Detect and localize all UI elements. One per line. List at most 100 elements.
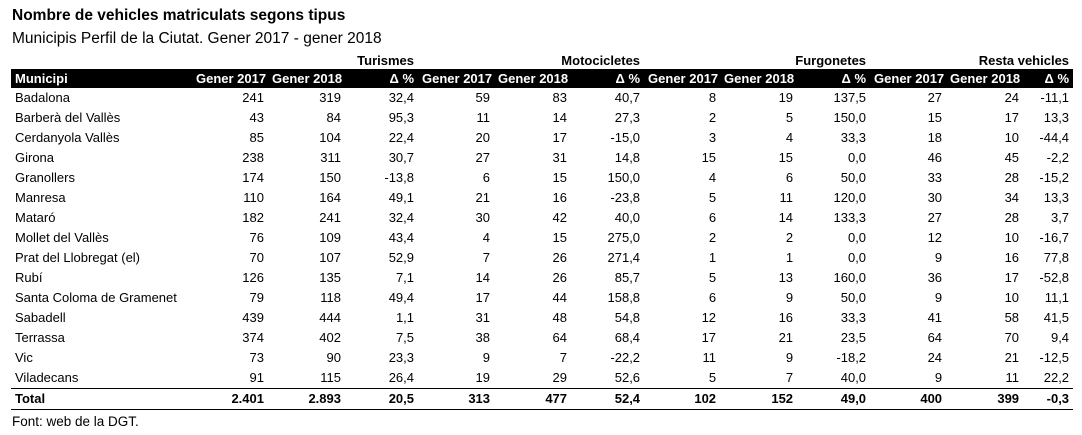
table-row: Sabadell 439 444 1,1 31 48 54,8 12 16 33,3 41 58 41,… — [11, 308, 1073, 328]
value-cell: 11 — [1005, 370, 1020, 385]
value-cell: 22,4 — [388, 130, 415, 145]
value-cell: 9 — [482, 350, 491, 365]
municipi-cell: Viladecans — [15, 370, 79, 385]
value-cell: 2.893 — [268, 388, 345, 410]
value-cell: 7,1 — [395, 270, 415, 285]
group-header-furgonetes: Furgonetes — [644, 52, 871, 70]
value-cell: 76 — [249, 230, 264, 245]
value-cell: -23,8 — [610, 190, 641, 205]
value-cell: 43 — [249, 110, 264, 125]
table-row: Santa Coloma de Gramenet 79 118 49,4 17 44 158… — [11, 288, 1073, 308]
group-header-blank — [11, 52, 192, 70]
value-cell: 23,5 — [840, 330, 867, 345]
value-cell: 44 — [552, 290, 568, 305]
value-cell: 174 — [242, 170, 264, 185]
municipi-cell: Badalona — [15, 90, 70, 105]
value-cell: 28 — [1004, 170, 1020, 185]
value-cell: 70 — [249, 250, 264, 265]
municipi-cell: Santa Coloma de Gramenet — [15, 290, 177, 305]
value-cell: -12,5 — [1039, 350, 1070, 365]
value-cell: 27 — [475, 150, 491, 165]
value-cell: 158,8 — [607, 290, 641, 305]
value-cell: 14,8 — [614, 150, 641, 165]
value-cell: 36 — [927, 270, 943, 285]
value-cell: 27 — [927, 210, 943, 225]
column-header-gener-2017: Gener 2017 — [644, 69, 721, 88]
vehicles-table: Turismes Motocicletes Furgonetes Resta v… — [11, 52, 1074, 410]
value-cell: 0,0 — [847, 250, 867, 265]
value-cell: 26,4 — [388, 370, 415, 385]
value-cell: 85,7 — [614, 270, 641, 285]
value-cell: 26 — [552, 270, 568, 285]
value-cell: 2 — [785, 230, 794, 245]
column-header-delta-pct: Δ % — [345, 69, 419, 88]
value-cell: 275,0 — [607, 230, 641, 245]
table-row: Granollers 174 150 -13,8 6 15 150,0 4 6 50,0 33 28 -… — [11, 168, 1073, 188]
value-cell: 45 — [1004, 150, 1020, 165]
value-cell: -11,1 — [1040, 90, 1070, 105]
value-cell: 84 — [326, 110, 341, 125]
value-cell: 9 — [785, 290, 794, 305]
municipi-cell: Prat del Llobregat (el) — [15, 250, 141, 265]
value-cell: 20,5 — [345, 388, 419, 410]
value-cell: 11,1 — [1044, 290, 1070, 305]
value-cell: 24 — [1004, 90, 1020, 105]
value-cell: 118 — [320, 290, 341, 305]
table-row: Cerdanyola Vallès 85 104 22,4 20 17 -15,0 3 4 33,… — [11, 128, 1073, 148]
value-cell: 1 — [708, 250, 717, 265]
value-cell: 16 — [778, 310, 794, 325]
value-cell: 4 — [708, 170, 717, 185]
value-cell: 399 — [946, 388, 1024, 410]
source-note: Font: web de la DGT. — [12, 414, 139, 429]
value-cell: 3 — [708, 130, 717, 145]
value-cell: 150,0 — [607, 170, 641, 185]
value-cell: 109 — [319, 230, 341, 245]
value-cell: 14 — [475, 270, 491, 285]
value-cell: 20 — [475, 130, 491, 145]
value-cell: 41,5 — [1043, 310, 1070, 325]
value-cell: 17 — [552, 130, 568, 145]
municipi-cell: Sabadell — [15, 310, 66, 325]
value-cell: 311 — [320, 150, 341, 165]
value-cell: -15,0 — [610, 130, 641, 145]
value-cell: 137,5 — [833, 90, 867, 105]
column-header-gener-2018: Gener 2018 — [720, 69, 798, 88]
value-cell: 2 — [708, 110, 717, 125]
value-cell: 133,3 — [833, 210, 867, 225]
value-cell: 14 — [778, 210, 794, 225]
column-header-municipi: Municipi — [11, 69, 192, 88]
value-cell: 102 — [644, 388, 721, 410]
value-cell: 22,2 — [1043, 370, 1070, 385]
value-cell: 9,4 — [1050, 330, 1070, 345]
value-cell: 40,7 — [614, 90, 641, 105]
value-cell: 241 — [319, 210, 341, 225]
value-cell: 42 — [552, 210, 568, 225]
value-cell: -15,2 — [1039, 170, 1070, 185]
value-cell: 54,8 — [614, 310, 641, 325]
value-cell: 17 — [475, 290, 491, 305]
value-cell: 374 — [242, 330, 264, 345]
value-cell: 6 — [482, 170, 491, 185]
municipi-cell: Terrassa — [15, 330, 65, 345]
table-row: Vic 73 90 23,3 9 7 -22,2 11 9 -18,2 24 21 -12,5 — [11, 348, 1073, 368]
value-cell: -13,8 — [384, 170, 415, 185]
value-cell: 0,0 — [847, 150, 867, 165]
value-cell: 444 — [319, 310, 341, 325]
value-cell: -0,3 — [1023, 388, 1074, 410]
column-header-delta-pct: Δ % — [797, 69, 871, 88]
value-cell: 31 — [552, 150, 568, 165]
value-cell: 9 — [934, 290, 943, 305]
value-cell: -18,2 — [836, 350, 867, 365]
value-cell: 38 — [475, 330, 491, 345]
value-cell: 95,3 — [388, 110, 415, 125]
municipi-cell: Rubí — [15, 270, 43, 285]
value-cell: -22,2 — [610, 350, 641, 365]
municipi-cell: Girona — [15, 150, 55, 165]
value-cell: 4 — [785, 130, 794, 145]
municipi-cell: Mataró — [15, 210, 56, 225]
value-cell: 46 — [927, 150, 943, 165]
value-cell: 50,0 — [840, 290, 867, 305]
value-cell: -16,7 — [1039, 230, 1070, 245]
value-cell: 26 — [552, 250, 568, 265]
